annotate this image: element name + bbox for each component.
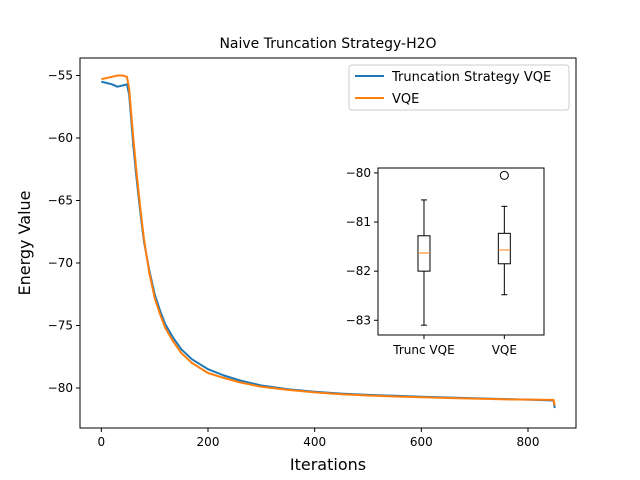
legend: Truncation Strategy VQE VQE	[348, 64, 570, 111]
inset-chart: −80 −81 −82 −83 Trunc VQE VQE	[346, 166, 545, 357]
main-series-group	[101, 74, 556, 409]
main-y-axis: −55 −60 −65 −70 −75 −80	[48, 69, 80, 395]
inset-y-tick-label: −83	[346, 313, 371, 327]
y-tick-label: −60	[48, 131, 73, 145]
legend-label-truncation: Truncation Strategy VQE	[391, 70, 551, 85]
inset-x-tick-label: Trunc VQE	[392, 343, 454, 357]
x-tick-label: 600	[410, 435, 433, 449]
x-tick-label: 400	[303, 435, 326, 449]
y-tick-label: −75	[48, 319, 73, 333]
main-chart: Naive Truncation Strategy-H2O 0 200 400 600…	[15, 36, 577, 474]
outlier-vqe	[499, 170, 509, 180]
legend-box	[348, 64, 570, 111]
y-tick-label: −55	[48, 69, 73, 83]
y-tick-label: −70	[48, 256, 73, 270]
inset-y-tick-label: −82	[346, 264, 371, 278]
series-line-vqe	[101, 74, 556, 406]
y-axis-label: Energy Value	[15, 190, 34, 295]
inset-y-tick-label: −81	[346, 215, 371, 229]
box-vqe	[497, 232, 511, 265]
main-x-axis: 0 200 400 600 800	[98, 428, 540, 449]
y-tick-label: −65	[48, 194, 73, 208]
x-tick-label: 800	[517, 435, 540, 449]
inset-x-tick-label: VQE	[492, 343, 517, 357]
x-axis-label: Iterations	[290, 455, 366, 474]
x-tick-label: 0	[98, 435, 106, 449]
x-tick-label: 200	[197, 435, 220, 449]
inset-x-axis: Trunc VQE VQE	[392, 335, 517, 357]
inset-y-axis: −80 −81 −82 −83	[346, 166, 378, 327]
chart-title: Naive Truncation Strategy-H2O	[219, 36, 436, 52]
inset-plot-frame	[377, 167, 545, 336]
inset-y-tick-label: −80	[346, 166, 371, 180]
legend-label-vqe: VQE	[392, 92, 419, 107]
inset-boxes-group	[417, 170, 511, 326]
main-plot-frame	[79, 57, 577, 429]
y-tick-label: −80	[48, 381, 73, 395]
